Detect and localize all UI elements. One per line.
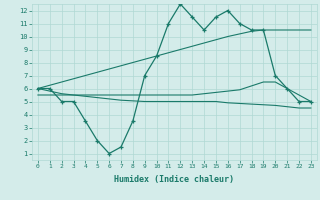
X-axis label: Humidex (Indice chaleur): Humidex (Indice chaleur) <box>115 175 234 184</box>
